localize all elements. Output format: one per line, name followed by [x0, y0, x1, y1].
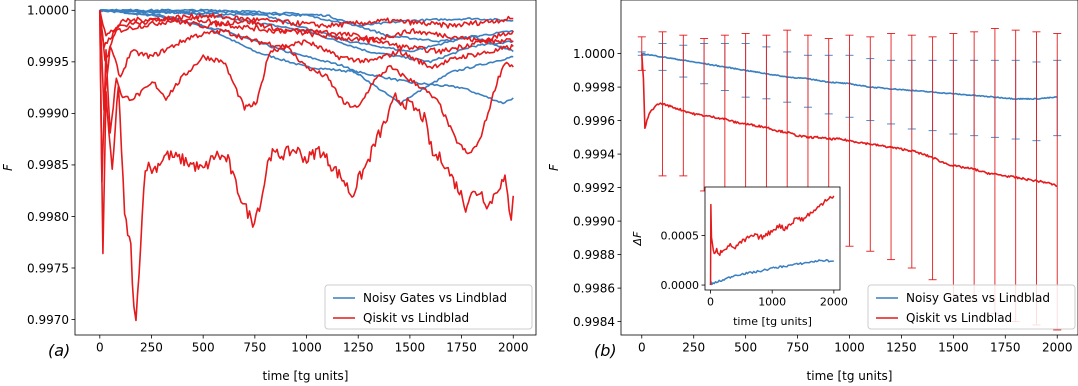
panel-a-ytick-label: 0.9980	[27, 210, 69, 224]
panel-b-xtick-label: 750	[786, 341, 809, 355]
inset-ylabel: ΔF	[631, 231, 644, 247]
panel-a-ytick-label: 0.9990	[27, 107, 69, 121]
panel-b-ytick-label: 0.9990	[573, 214, 615, 228]
panel-a-legend-label: Noisy Gates vs Lindblad	[363, 291, 507, 305]
inset-xtick-label: 1000	[758, 296, 786, 309]
panel-a-xtick-label: 750	[243, 341, 266, 355]
panel-a-xlabel: time [tg units]	[263, 369, 349, 383]
panel-a-xtick-label: 0	[96, 341, 104, 355]
inset-xtick-label: 2000	[820, 296, 848, 309]
inset-ytick-label: 0.0000	[661, 279, 700, 292]
panel-b-xtick-label: 1250	[886, 341, 917, 355]
panel-a-label: (a)	[48, 341, 70, 360]
inset-qiskit-line	[709, 195, 835, 286]
panel-a-xtick-label: 250	[140, 341, 163, 355]
panel-b-ytick-label: 1.0000	[573, 47, 615, 61]
panel-b-xtick-label: 500	[734, 341, 757, 355]
panel-a-legend-box	[324, 284, 533, 330]
panel-b-xtick-label: 2000	[1042, 341, 1073, 355]
panel-a-qiskit-line	[99, 10, 514, 183]
inset-noisy-gates-line	[709, 259, 834, 286]
panel-b-legend-label: Noisy Gates vs Lindblad	[906, 291, 1050, 305]
panel-a-chart: 0 250 500 750 1000 1250 1500 1750 2000 0.9970 0.99…	[1, 0, 537, 383]
panel-a-ytick-label: 0.9970	[27, 313, 69, 327]
inset-xlabel: time [tg units]	[733, 315, 812, 328]
panel-a-ytick-label: 0.9975	[27, 261, 69, 275]
panel-b-plot-area	[637, 28, 1062, 331]
panel-b-qiskit-line	[640, 53, 1058, 188]
panel-b-ytick-label: 0.9986	[573, 281, 615, 295]
panel-a-xtick-label: 1250	[343, 341, 374, 355]
panel-a-plot-area	[99, 8, 515, 322]
inset-background	[705, 187, 840, 290]
panel-b-label: (b)	[594, 341, 617, 360]
panel-b-xtick-label: 1500	[938, 341, 969, 355]
panel-a-noisy-gates-line	[99, 9, 514, 53]
panel-a-xtick-label: 1000	[291, 341, 322, 355]
panel-b-ylabel: F	[547, 163, 561, 171]
panel-a-legend-label: Qiskit vs Lindblad	[363, 311, 469, 325]
panel-b-xtick-label: 250	[682, 341, 705, 355]
panel-b-xtick-label: 0	[638, 341, 646, 355]
panel-b-chart: 0 250 500 750 1000 1250 1500 1750 2000 0.9984 0.99…	[547, 0, 1078, 383]
panel-b-legend-box	[867, 284, 1076, 330]
panel-a-qiskit-line	[99, 10, 514, 55]
panel-a-xtick-label: 500	[192, 341, 215, 355]
panel-a-ylabel: F	[1, 163, 15, 171]
panel-a-xtick-label: 1500	[395, 341, 426, 355]
panel-a-frame	[74, 0, 537, 336]
panel-a-qiskit-line	[99, 10, 514, 62]
panel-b-ytick-label: 0.9984	[573, 315, 615, 329]
inset-plot-area	[709, 195, 835, 286]
panel-a-qiskit-line	[99, 10, 514, 37]
panel-b-ytick-label: 0.9988	[573, 248, 615, 262]
panel-a-ytick-label: 0.9985	[27, 158, 69, 172]
panel-a-noisy-gates-line	[99, 8, 514, 43]
panel-b-ytick-label: 0.9994	[573, 147, 615, 161]
panel-a-xtick-label: 1750	[446, 341, 477, 355]
panel-b-ytick-label: 0.9998	[573, 80, 615, 94]
panel-b-ytick-label: 0.9992	[573, 181, 615, 195]
inset-ytick-label: 0.0005	[661, 229, 700, 242]
panel-a-qiskit-line	[99, 10, 514, 111]
panel-a-xtick-label: 2000	[498, 341, 529, 355]
panel-b-xtick-label: 1000	[834, 341, 865, 355]
panel-b-ytick-label: 0.9996	[573, 114, 615, 128]
inset-xtick-label: 0	[707, 296, 714, 309]
panel-a-ytick-label: 1.0000	[27, 4, 69, 18]
panel-b-legend-label: Qiskit vs Lindblad	[906, 311, 1012, 325]
panel-a-ytick-label: 0.9995	[27, 55, 69, 69]
panel-a-qiskit-line	[99, 10, 515, 322]
panel-b-xtick-label: 1750	[990, 341, 1021, 355]
panel-b-xlabel: time [tg units]	[807, 369, 893, 383]
